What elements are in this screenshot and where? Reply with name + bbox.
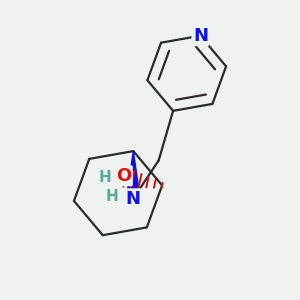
Text: N: N [126, 190, 141, 208]
Polygon shape [126, 151, 140, 199]
Text: N: N [193, 27, 208, 45]
Text: H: H [106, 189, 119, 204]
Text: H: H [98, 170, 111, 185]
Text: O: O [116, 167, 131, 185]
